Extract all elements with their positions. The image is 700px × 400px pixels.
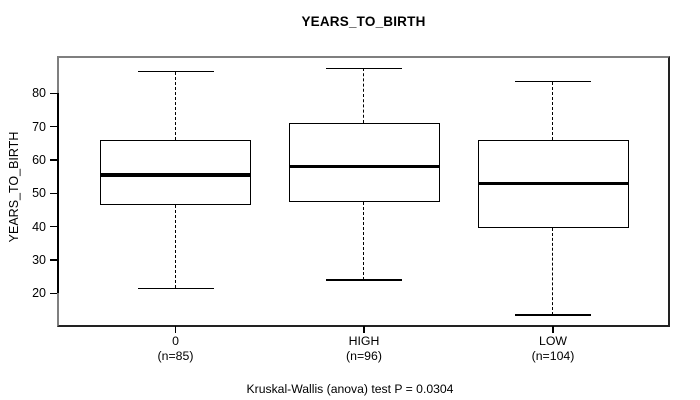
whisker-cap-lower xyxy=(137,287,214,290)
whisker-line-upper xyxy=(174,71,176,140)
x-tick xyxy=(363,326,365,333)
whisker-line-lower xyxy=(363,201,365,280)
y-tick-label: 60 xyxy=(32,153,46,167)
x-group-label: HIGH (n=96) xyxy=(294,334,434,363)
median-line xyxy=(100,173,251,177)
x-group-label: LOW (n=104) xyxy=(483,334,623,363)
y-tick xyxy=(50,259,57,261)
whisker-cap-upper xyxy=(137,70,214,73)
y-tick xyxy=(50,225,57,228)
y-tick-label: 30 xyxy=(32,253,46,267)
whisker-cap-lower xyxy=(326,279,402,281)
x-tick xyxy=(552,326,554,333)
y-tick xyxy=(50,292,57,295)
y-tick xyxy=(50,125,57,128)
whisker-cap-upper xyxy=(515,80,591,83)
y-tick-label: 20 xyxy=(32,286,46,301)
y-tick xyxy=(50,159,57,161)
plot-area: 20 30 40 50 60 70 80 xyxy=(32,56,670,333)
whisker-line-upper xyxy=(363,68,365,124)
y-tick xyxy=(50,92,57,95)
median-line xyxy=(477,181,629,186)
y-tick xyxy=(50,192,57,195)
x-group-label: 0 (n=85) xyxy=(106,334,246,363)
whisker-line-upper xyxy=(552,81,554,140)
whisker-cap-upper xyxy=(326,67,402,70)
group-count: (n=96) xyxy=(346,348,382,363)
box-iqr xyxy=(288,123,440,202)
whisker-line-lower xyxy=(552,228,554,315)
stats-annotation: Kruskal-Wallis (anova) test P = 0.0304 xyxy=(246,382,454,396)
chart-title: YEARS_TO_BIRTH xyxy=(301,14,426,29)
median-line xyxy=(288,164,440,169)
group-count: (n=85) xyxy=(157,348,194,363)
whisker-cap-lower xyxy=(515,314,591,316)
y-tick-label: 50 xyxy=(32,186,46,201)
whisker-line-lower xyxy=(174,205,176,289)
y-axis-line xyxy=(57,93,59,294)
y-tick-label: 80 xyxy=(32,86,46,101)
group-name: LOW xyxy=(538,334,567,348)
group-count: (n=104) xyxy=(531,348,575,363)
box-iqr xyxy=(100,140,251,205)
group-name: 0 xyxy=(172,334,179,348)
x-tick xyxy=(174,326,177,333)
y-tick-label: 40 xyxy=(32,219,46,234)
y-tick-label: 70 xyxy=(32,119,46,134)
group-name: HIGH xyxy=(348,334,380,348)
